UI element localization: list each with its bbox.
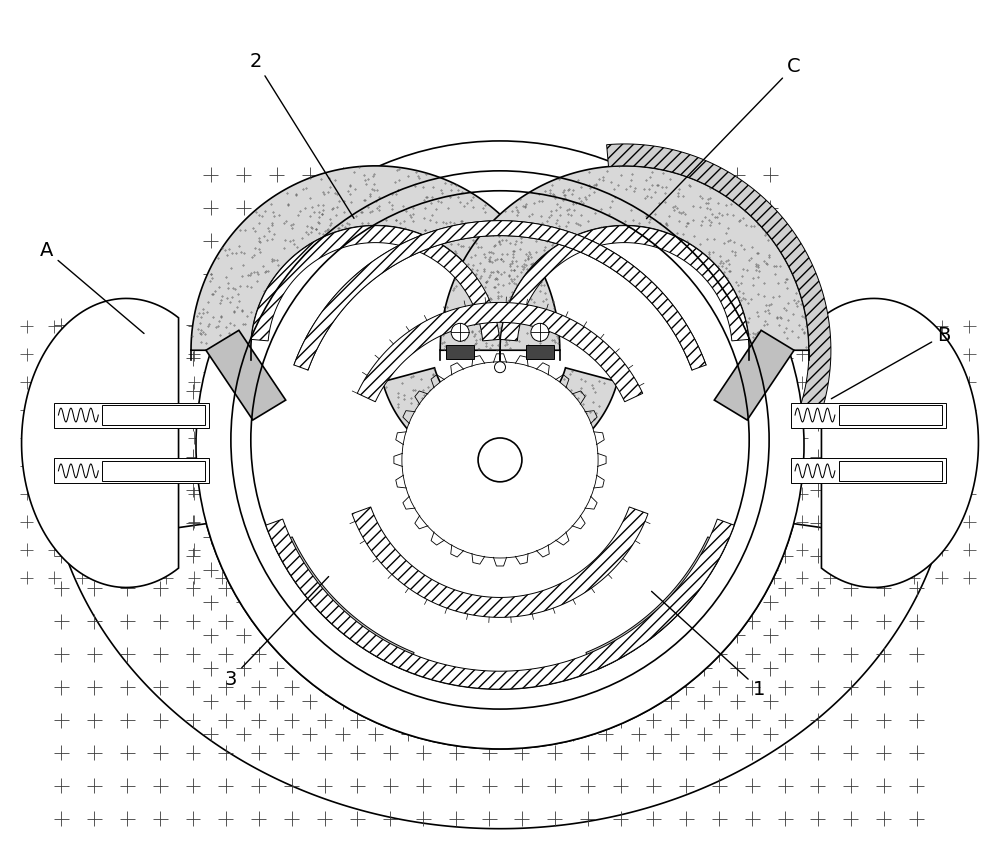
Bar	[839, 405, 942, 425]
Text: 2: 2	[250, 51, 354, 218]
Text: A: A	[40, 241, 144, 333]
Polygon shape	[586, 537, 726, 671]
Text: B: B	[831, 326, 950, 398]
Bar	[54, 403, 209, 428]
Polygon shape	[22, 298, 179, 587]
Polygon shape	[607, 144, 831, 421]
Text: 1: 1	[652, 592, 765, 699]
Bar	[54, 458, 209, 483]
Bar	[839, 461, 942, 481]
Polygon shape	[440, 166, 809, 351]
Polygon shape	[383, 368, 617, 472]
Bar	[102, 405, 205, 425]
Circle shape	[196, 141, 804, 749]
Polygon shape	[251, 226, 500, 341]
Polygon shape	[714, 330, 794, 420]
Circle shape	[531, 323, 549, 341]
Polygon shape	[206, 330, 286, 420]
Polygon shape	[352, 507, 648, 617]
Polygon shape	[266, 519, 734, 689]
Bar	[791, 458, 946, 483]
Polygon shape	[191, 166, 560, 351]
Text: 3: 3	[225, 576, 329, 688]
Bar	[791, 403, 946, 428]
Text: C: C	[646, 56, 801, 219]
Polygon shape	[294, 221, 706, 370]
Polygon shape	[62, 523, 938, 828]
Polygon shape	[500, 226, 749, 341]
Circle shape	[402, 363, 598, 557]
Polygon shape	[274, 537, 414, 671]
Bar	[526, 345, 554, 359]
Circle shape	[478, 438, 522, 482]
Polygon shape	[821, 298, 978, 587]
Circle shape	[495, 362, 505, 373]
Bar	[102, 461, 205, 481]
Bar	[446, 345, 474, 359]
Circle shape	[402, 363, 598, 557]
Circle shape	[451, 323, 469, 341]
Polygon shape	[2, 0, 998, 545]
Polygon shape	[357, 303, 643, 402]
